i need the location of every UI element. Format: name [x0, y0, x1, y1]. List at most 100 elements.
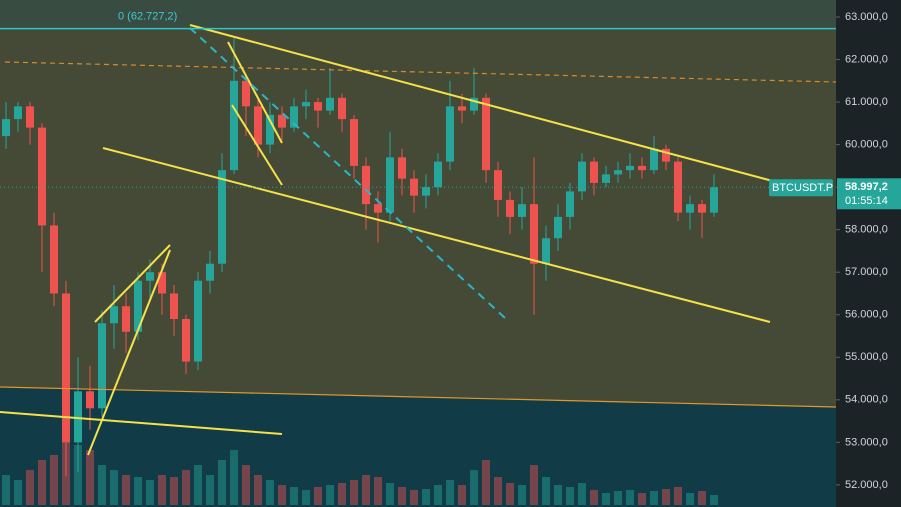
- symbol-badge: [769, 179, 833, 197]
- volume-bar: [254, 475, 262, 505]
- volume-bar: [602, 493, 610, 505]
- y-tick-label: 52.000,0: [845, 479, 888, 491]
- candle-body: [350, 119, 358, 166]
- candle-body: [446, 106, 454, 162]
- candle-body: [302, 102, 310, 107]
- trend-line: [231, 104, 283, 186]
- candle-body: [542, 238, 550, 264]
- candle-body: [86, 391, 94, 409]
- y-tick-label: 58.000,0: [845, 224, 888, 236]
- volume-bar: [266, 480, 274, 505]
- volume-bar: [686, 493, 694, 505]
- volume-bar: [218, 460, 226, 505]
- candle-body: [554, 216, 562, 239]
- fib-label: 0 (62.727,2): [118, 11, 177, 23]
- candle-body: [674, 161, 682, 213]
- candle-body: [374, 204, 382, 213]
- volume-bar: [398, 487, 406, 505]
- volume-bar: [326, 485, 334, 505]
- candle-body: [278, 114, 286, 128]
- trend-line: [0, 411, 283, 435]
- candle-body: [506, 199, 514, 217]
- candle-body: [254, 106, 262, 145]
- volume-bar: [422, 489, 430, 505]
- volume-bar: [626, 490, 634, 505]
- volume-bar: [434, 485, 442, 505]
- candle-body: [566, 191, 574, 217]
- volume-bar: [518, 485, 526, 505]
- candle-body: [398, 157, 406, 179]
- volume-bar: [542, 477, 550, 505]
- trend-line: [227, 41, 283, 144]
- candle-body: [206, 263, 214, 281]
- candle-body: [710, 187, 718, 213]
- candle-body: [134, 280, 142, 332]
- candle-body: [290, 106, 298, 128]
- volume-bar: [650, 491, 658, 505]
- candle-body: [62, 293, 70, 443]
- volume-bar: [710, 495, 718, 505]
- volume-bar: [698, 491, 706, 505]
- candle-body: [242, 80, 250, 107]
- volume-bar: [158, 475, 166, 505]
- volume-bar: [482, 460, 490, 505]
- volume-bar: [182, 470, 190, 505]
- volume-bar: [38, 460, 46, 505]
- y-tick-label: 63.000,0: [845, 11, 888, 23]
- candle-body: [494, 170, 502, 200]
- volume-bar: [662, 489, 670, 505]
- volume-bar: [194, 465, 202, 505]
- volume-bar: [578, 483, 586, 505]
- candle-body: [626, 165, 634, 171]
- volume-bar: [446, 480, 454, 505]
- price-axis-panel: [836, 0, 901, 507]
- volume-bar: [170, 477, 178, 505]
- y-tick-label: 61.000,0: [845, 96, 888, 108]
- candle-body: [386, 157, 394, 213]
- candle-body: [698, 204, 706, 213]
- volume-bar: [590, 490, 598, 505]
- volume-bar: [494, 477, 502, 505]
- candle-body: [38, 127, 46, 226]
- candle-body: [530, 204, 538, 264]
- candle-body: [614, 170, 622, 175]
- candle-body: [110, 306, 118, 324]
- volume-bar: [278, 485, 286, 505]
- candle-body: [578, 161, 586, 192]
- lower-zone: [0, 387, 836, 507]
- trend-line: [189, 24, 781, 184]
- candle-body: [422, 187, 430, 196]
- candle-body: [266, 114, 274, 145]
- volume-bar: [554, 485, 562, 505]
- volume-bar: [506, 483, 514, 505]
- volume-bar: [2, 475, 10, 505]
- volume-bar: [350, 480, 358, 505]
- y-tick-label: 57.000,0: [845, 266, 888, 278]
- volume-bar: [290, 487, 298, 505]
- volume-bar: [122, 475, 130, 505]
- candle-body: [74, 391, 82, 443]
- volume-layer: [2, 435, 718, 505]
- candle-body: [662, 148, 670, 162]
- y-tick-label: 55.000,0: [845, 351, 888, 363]
- volume-bar: [14, 480, 22, 505]
- drawings: [0, 24, 837, 456]
- fib-zone: [0, 0, 836, 29]
- volume-bar: [362, 475, 370, 505]
- countdown-label: 01:55:14: [845, 195, 888, 207]
- candle-body: [434, 161, 442, 188]
- candle-body: [194, 280, 202, 362]
- candle-body: [518, 204, 526, 217]
- last-price-label: 58.997,2: [845, 181, 888, 193]
- price-badge: [837, 178, 901, 210]
- y-tick-label: 54.000,0: [845, 394, 888, 406]
- volume-bar: [458, 485, 466, 505]
- volume-bar: [374, 477, 382, 505]
- volume-bar: [110, 470, 118, 505]
- overlay: 52.000,0 53.000,0 54.000,0 55.000,0 56.000,0…: [0, 11, 901, 491]
- y-tick-label: 53.000,0: [845, 436, 888, 448]
- candle-body: [338, 97, 346, 120]
- candle-body: [326, 97, 334, 111]
- trend-line: [102, 147, 771, 323]
